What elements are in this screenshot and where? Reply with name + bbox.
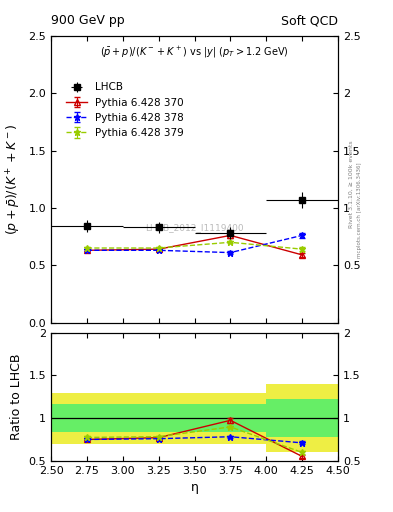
X-axis label: η: η xyxy=(191,481,198,494)
Text: Rivet 3.1.10, ≥ 100k events: Rivet 3.1.10, ≥ 100k events xyxy=(349,140,354,228)
Y-axis label: Ratio to LHCB: Ratio to LHCB xyxy=(10,354,23,440)
Text: Soft QCD: Soft QCD xyxy=(281,14,338,27)
Text: LHCB_2012_I1119400: LHCB_2012_I1119400 xyxy=(145,223,244,232)
Legend: LHCB, Pythia 6.428 370, Pythia 6.428 378, Pythia 6.428 379: LHCB, Pythia 6.428 370, Pythia 6.428 378… xyxy=(62,78,188,142)
Text: mcplots.cern.ch [arXiv:1306.3436]: mcplots.cern.ch [arXiv:1306.3436] xyxy=(357,162,362,258)
Y-axis label: $(p+\bar{p})/(K^+ + K^-)$: $(p+\bar{p})/(K^+ + K^-)$ xyxy=(5,123,23,235)
Text: $(\bar{p}+p)/(K^-+K^+)$ vs $|y|$ $(p_T > 1.2\ \mathrm{GeV})$: $(\bar{p}+p)/(K^-+K^+)$ vs $|y|$ $(p_T >… xyxy=(100,45,289,59)
Text: 900 GeV pp: 900 GeV pp xyxy=(51,14,125,27)
